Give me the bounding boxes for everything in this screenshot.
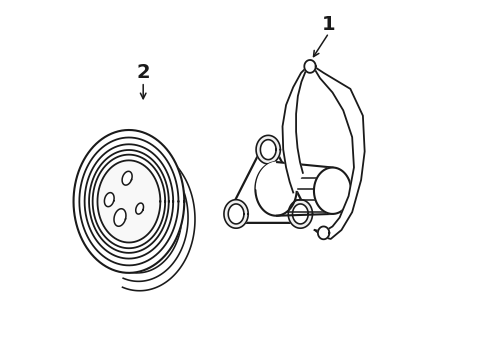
- Text: 1: 1: [322, 15, 336, 34]
- Polygon shape: [123, 155, 172, 260]
- Polygon shape: [293, 204, 308, 224]
- Polygon shape: [224, 200, 248, 228]
- Polygon shape: [288, 200, 313, 228]
- Polygon shape: [228, 204, 244, 224]
- Polygon shape: [310, 64, 365, 239]
- Polygon shape: [122, 171, 132, 185]
- Polygon shape: [121, 138, 188, 282]
- Polygon shape: [74, 130, 184, 273]
- Polygon shape: [99, 166, 172, 260]
- Polygon shape: [283, 64, 310, 193]
- Polygon shape: [84, 148, 195, 291]
- Polygon shape: [136, 203, 144, 214]
- Polygon shape: [93, 158, 182, 273]
- Polygon shape: [314, 167, 351, 214]
- Polygon shape: [74, 130, 184, 273]
- Polygon shape: [256, 162, 351, 191]
- Polygon shape: [97, 163, 176, 266]
- Polygon shape: [114, 209, 126, 226]
- Polygon shape: [260, 140, 276, 159]
- Polygon shape: [104, 193, 114, 207]
- Polygon shape: [98, 160, 160, 243]
- Polygon shape: [120, 130, 195, 291]
- Polygon shape: [256, 135, 280, 164]
- Text: 2: 2: [136, 63, 150, 82]
- Polygon shape: [304, 60, 316, 73]
- Polygon shape: [318, 226, 329, 239]
- Polygon shape: [89, 153, 188, 282]
- Polygon shape: [122, 150, 176, 266]
- Polygon shape: [228, 144, 308, 223]
- Polygon shape: [122, 144, 182, 273]
- Polygon shape: [255, 162, 297, 216]
